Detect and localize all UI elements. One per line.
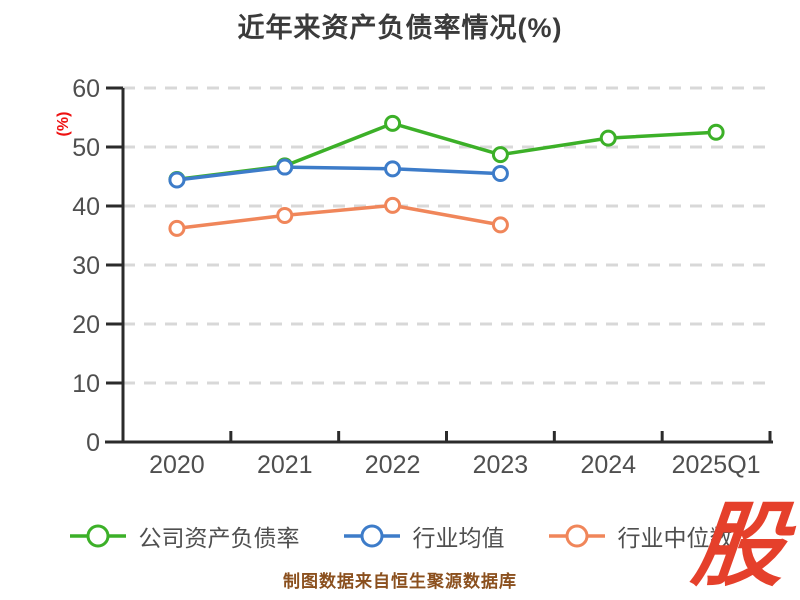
legend-swatch-icon bbox=[69, 524, 126, 548]
series-line-2 bbox=[175, 203, 503, 231]
series-0-marker-2022 bbox=[384, 114, 402, 132]
x-tick-label-2025Q1: 2025Q1 bbox=[672, 451, 761, 479]
legend-swatch-icon bbox=[343, 524, 400, 548]
y-tick-label-20: 20 bbox=[72, 311, 100, 339]
series-1-marker-2022 bbox=[384, 160, 402, 178]
x-tick-label-2020: 2020 bbox=[149, 451, 205, 479]
stock-logo-watermark: 股 bbox=[687, 495, 791, 597]
series-2-marker-2023 bbox=[491, 216, 509, 234]
legend-swatch-icon bbox=[548, 524, 605, 548]
y-tick-label-0: 0 bbox=[86, 429, 100, 457]
series-0-marker-2024 bbox=[599, 129, 617, 147]
y-tick-label-50: 50 bbox=[72, 134, 100, 162]
series-line-1 bbox=[175, 165, 503, 182]
y-tick-label-40: 40 bbox=[72, 193, 100, 221]
y-tick-label-30: 30 bbox=[72, 252, 100, 280]
legend-label: 行业均值 bbox=[412, 525, 505, 551]
legend-item-1: 行业均值 bbox=[342, 519, 505, 553]
series-0-marker-2025Q1 bbox=[707, 123, 725, 141]
x-tick-label-2023: 2023 bbox=[473, 451, 529, 479]
legend-item-2: 行业中位数 bbox=[547, 519, 733, 553]
y-tick-label-60: 60 bbox=[72, 75, 100, 103]
legend-item-0: 公司资产负债率 bbox=[68, 519, 300, 553]
series-2-marker-2021 bbox=[276, 206, 294, 224]
series-1-marker-2021 bbox=[276, 158, 294, 176]
data-source-caption: 制图数据来自恒生聚源数据库 bbox=[283, 572, 517, 591]
x-tick-label-2021: 2021 bbox=[257, 451, 313, 479]
legend: 公司资产负债率 行业均值 行业中位数 bbox=[0, 516, 800, 556]
series-2-marker-2020 bbox=[168, 219, 186, 237]
y-tick-label-10: 10 bbox=[72, 370, 100, 398]
series-0-marker-2023 bbox=[491, 146, 509, 164]
series-2-marker-2022 bbox=[384, 196, 402, 214]
x-tick-label-2024: 2024 bbox=[580, 451, 636, 479]
series-1-marker-2020 bbox=[168, 171, 186, 189]
chart-title: 近年来资产负债率情况(%) bbox=[237, 13, 563, 43]
series-1-marker-2023 bbox=[491, 165, 509, 183]
legend-label: 行业中位数 bbox=[617, 525, 733, 551]
x-tick-label-2022: 2022 bbox=[365, 451, 421, 479]
legend-label: 公司资产负债率 bbox=[138, 525, 300, 551]
